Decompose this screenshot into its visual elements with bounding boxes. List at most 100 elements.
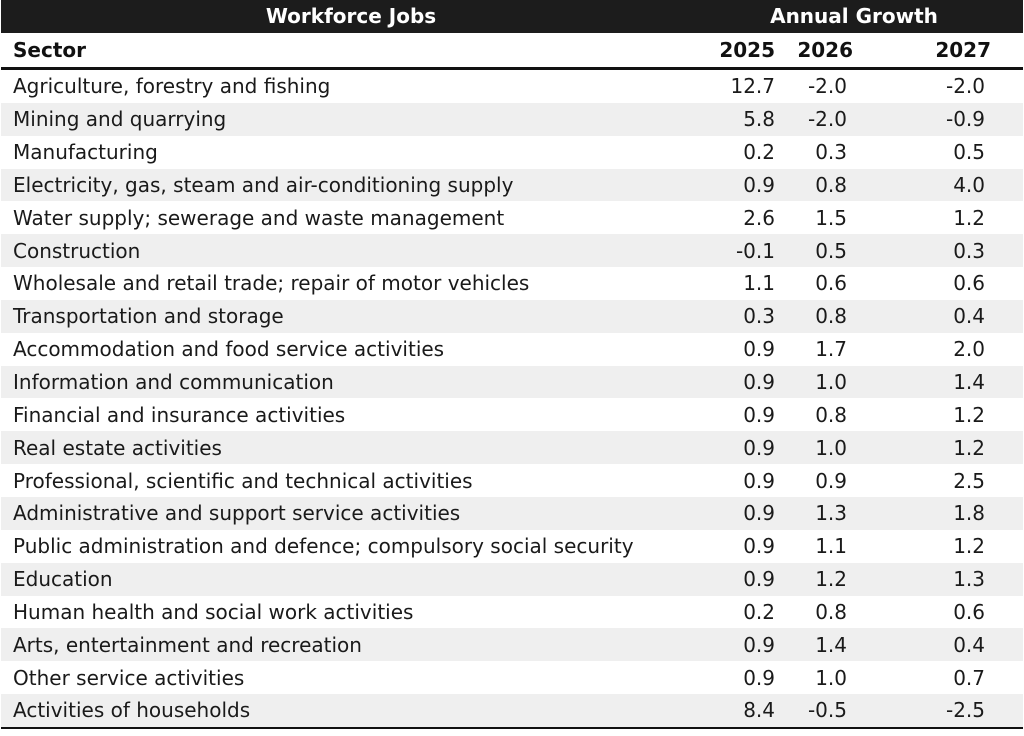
year-2027-column-header: 2027 bbox=[881, 33, 1024, 70]
value-2027-cell: 2.0 bbox=[881, 332, 1024, 366]
value-2027-cell: 1.4 bbox=[881, 365, 1024, 399]
value-2026-cell: 0.8 bbox=[781, 168, 881, 202]
value-2027-cell: 0.5 bbox=[881, 135, 1024, 169]
value-2025-cell: 0.2 bbox=[701, 135, 781, 169]
value-2026-cell: 0.6 bbox=[781, 267, 881, 300]
value-2026-cell: 1.5 bbox=[781, 201, 881, 235]
value-2026-cell: 1.0 bbox=[781, 365, 881, 399]
value-2026-cell: 0.9 bbox=[781, 464, 881, 497]
table-row: Mining and quarrying 5.8 -2.0 -0.9 bbox=[1, 102, 1024, 136]
value-2026-cell: 0.3 bbox=[781, 135, 881, 169]
header-band: Workforce Jobs Annual Growth bbox=[1, 0, 1024, 33]
table-row: Professional, scientific and technical a… bbox=[1, 464, 1024, 497]
table-row: Water supply; sewerage and waste managem… bbox=[1, 201, 1024, 235]
value-2025-cell: 0.9 bbox=[701, 464, 781, 497]
sector-cell: Transportation and storage bbox=[1, 299, 701, 333]
table-row: Agriculture, forestry and fishing 12.7 -2.… bbox=[1, 68, 1024, 103]
value-2025-cell: 0.9 bbox=[701, 431, 781, 465]
table-title: Workforce Jobs bbox=[1, 0, 701, 33]
value-2026-cell: -0.5 bbox=[781, 694, 881, 729]
sector-cell: Arts, entertainment and recreation bbox=[1, 628, 701, 662]
sector-cell: Human health and social work activities bbox=[1, 595, 701, 629]
table-body: Agriculture, forestry and fishing 12.7 -2.… bbox=[1, 68, 1024, 729]
value-2027-cell: -2.0 bbox=[881, 68, 1024, 103]
sector-cell: Manufacturing bbox=[1, 135, 701, 169]
sector-cell: Agriculture, forestry and fishing bbox=[1, 68, 701, 103]
value-2027-cell: 1.2 bbox=[881, 398, 1024, 432]
value-2026-cell: 0.8 bbox=[781, 299, 881, 333]
sector-cell: Electricity, gas, steam and air-conditio… bbox=[1, 168, 701, 202]
table-row: Manufacturing 0.2 0.3 0.5 bbox=[1, 135, 1024, 169]
sector-cell: Public administration and defence; compu… bbox=[1, 529, 701, 563]
sector-cell: Construction bbox=[1, 234, 701, 268]
sector-cell: Administrative and support service activ… bbox=[1, 496, 701, 530]
value-2025-cell: 0.9 bbox=[701, 398, 781, 432]
value-2026-cell: 1.3 bbox=[781, 496, 881, 530]
table-row: Activities of households 8.4 -0.5 -2.5 bbox=[1, 694, 1024, 729]
sector-cell: Education bbox=[1, 562, 701, 596]
value-2025-cell: 0.9 bbox=[701, 628, 781, 662]
value-2027-cell: 1.3 bbox=[881, 562, 1024, 596]
value-2027-cell: 1.2 bbox=[881, 201, 1024, 235]
table-row: Electricity, gas, steam and air-conditio… bbox=[1, 168, 1024, 202]
table-row: Information and communication 0.9 1.0 1.4 bbox=[1, 365, 1024, 399]
value-2025-cell: 8.4 bbox=[701, 694, 781, 729]
value-2025-cell: -0.1 bbox=[701, 234, 781, 268]
sector-cell: Financial and insurance activities bbox=[1, 398, 701, 432]
table-row: Education 0.9 1.2 1.3 bbox=[1, 562, 1024, 596]
value-2025-cell: 0.9 bbox=[701, 496, 781, 530]
sector-cell: Water supply; sewerage and waste managem… bbox=[1, 201, 701, 235]
value-2027-cell: 0.4 bbox=[881, 628, 1024, 662]
value-2025-cell: 0.3 bbox=[701, 299, 781, 333]
table-row: Other service activities 0.9 1.0 0.7 bbox=[1, 661, 1024, 695]
year-2026-column-header: 2026 bbox=[781, 33, 881, 70]
value-2025-cell: 5.8 bbox=[701, 102, 781, 136]
sector-cell: Real estate activities bbox=[1, 431, 701, 465]
value-2027-cell: -0.9 bbox=[881, 102, 1024, 136]
value-2026-cell: 0.8 bbox=[781, 398, 881, 432]
value-2025-cell: 0.9 bbox=[701, 562, 781, 596]
value-2025-cell: 1.1 bbox=[701, 267, 781, 300]
table-row: Administrative and support service activ… bbox=[1, 496, 1024, 530]
value-2027-cell: 0.6 bbox=[881, 595, 1024, 629]
value-2027-cell: 1.2 bbox=[881, 431, 1024, 465]
column-header-row: Sector 2025 2026 2027 bbox=[1, 33, 1024, 70]
table-row: Transportation and storage 0.3 0.8 0.4 bbox=[1, 299, 1024, 333]
value-2025-cell: 0.9 bbox=[701, 365, 781, 399]
value-2027-cell: 0.4 bbox=[881, 299, 1024, 333]
sector-cell: Other service activities bbox=[1, 661, 701, 695]
value-2027-cell: 0.6 bbox=[881, 267, 1024, 300]
value-2027-cell: 1.8 bbox=[881, 496, 1024, 530]
table-row: Financial and insurance activities 0.9 0.8… bbox=[1, 398, 1024, 432]
table-row: Construction -0.1 0.5 0.3 bbox=[1, 234, 1024, 268]
value-2026-cell: 1.1 bbox=[781, 529, 881, 563]
value-2027-cell: -2.5 bbox=[881, 694, 1024, 729]
value-2025-cell: 2.6 bbox=[701, 201, 781, 235]
value-2025-cell: 12.7 bbox=[701, 68, 781, 103]
value-2025-cell: 0.9 bbox=[701, 529, 781, 563]
value-2027-cell: 2.5 bbox=[881, 464, 1024, 497]
table-row: Arts, entertainment and recreation 0.9 1.4… bbox=[1, 628, 1024, 662]
table-row: Wholesale and retail trade; repair of mo… bbox=[1, 267, 1024, 300]
annual-growth-header: Annual Growth bbox=[701, 0, 1024, 33]
table-row: Accommodation and food service activitie… bbox=[1, 332, 1024, 366]
value-2026-cell: 1.0 bbox=[781, 661, 881, 695]
value-2025-cell: 0.9 bbox=[701, 661, 781, 695]
value-2026-cell: 1.4 bbox=[781, 628, 881, 662]
table-row: Public administration and defence; compu… bbox=[1, 529, 1024, 563]
sector-cell: Professional, scientific and technical a… bbox=[1, 464, 701, 497]
value-2025-cell: 0.9 bbox=[701, 332, 781, 366]
value-2026-cell: 1.7 bbox=[781, 332, 881, 366]
value-2026-cell: -2.0 bbox=[781, 102, 881, 136]
value-2027-cell: 0.3 bbox=[881, 234, 1024, 268]
sector-cell: Accommodation and food service activitie… bbox=[1, 332, 701, 366]
value-2027-cell: 1.2 bbox=[881, 529, 1024, 563]
sector-cell: Mining and quarrying bbox=[1, 102, 701, 136]
value-2027-cell: 0.7 bbox=[881, 661, 1024, 695]
value-2026-cell: 0.5 bbox=[781, 234, 881, 268]
value-2026-cell: 0.8 bbox=[781, 595, 881, 629]
sector-cell: Activities of households bbox=[1, 694, 701, 729]
sector-cell: Wholesale and retail trade; repair of mo… bbox=[1, 267, 701, 300]
